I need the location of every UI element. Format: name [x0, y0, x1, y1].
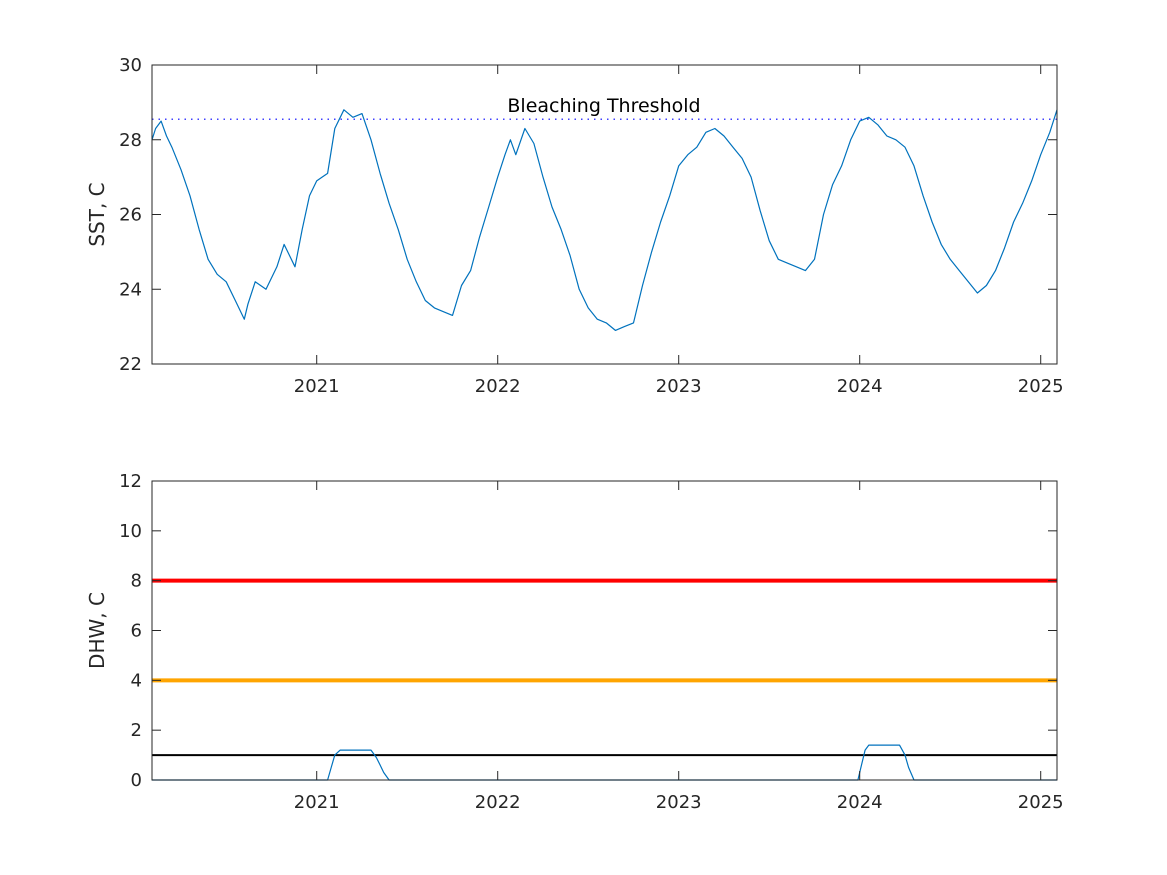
dhw-y-tick-label: 2 [131, 720, 142, 741]
dhw-series-line [152, 744, 1057, 781]
sst-y-axis-label: SST, C [85, 182, 109, 246]
sst-y-tick-label: 28 [119, 130, 142, 151]
dhw-plot-area [152, 481, 1057, 780]
sst-x-tick-label: 2025 [1018, 376, 1064, 397]
dhw-reference-lines-layer [152, 578, 1057, 757]
sst-plot-area [152, 65, 1057, 364]
sst-x-tick-label: 2021 [294, 376, 340, 397]
dhw-y-axis-label: DHW, C [85, 592, 109, 669]
sst-series-layer [151, 109, 1058, 331]
bleaching-threshold-annotation: Bleaching Threshold [507, 95, 700, 117]
sst-series-line [151, 109, 1058, 331]
sst-y-tick-label: 22 [119, 354, 142, 375]
dhw-y-tick-label: 6 [131, 621, 142, 642]
dhw-x-tick-label: 2025 [1018, 792, 1064, 813]
sst-x-tick-label: 2023 [656, 376, 702, 397]
dhw-y-tick-label: 12 [119, 471, 142, 492]
sst-y-tick-label: 26 [119, 205, 142, 226]
sst-axes: 2021 2022 2023 2024 2025 22 24 26 28 30 Bleaching… [85, 55, 1064, 397]
dhw-y-tick-label: 4 [131, 670, 142, 691]
dhw-x-tick-label: 2023 [656, 792, 702, 813]
sst-y-tick-label: 30 [119, 55, 142, 76]
sst-x-tick-label: 2024 [837, 376, 883, 397]
sst-x-tick-label: 2022 [475, 376, 521, 397]
sst-ticks: 2021 2022 2023 2024 2025 22 24 26 28 30 [119, 55, 1064, 397]
dhw-series-layer [152, 744, 1057, 781]
dhw-x-tick-label: 2021 [294, 792, 340, 813]
dhw-y-tick-label: 0 [131, 770, 142, 791]
dhw-y-tick-label: 10 [119, 521, 142, 542]
dhw-y-tick-label: 8 [131, 571, 142, 592]
dhw-x-tick-label: 2022 [475, 792, 521, 813]
dhw-x-tick-label: 2024 [837, 792, 883, 813]
dhw-ticks: 2021 2022 2023 2024 2025 0 2 4 6 8 10 12 [119, 471, 1064, 813]
dhw-axes: 2021 2022 2023 2024 2025 0 2 4 6 8 10 12 DHW, C [85, 471, 1064, 813]
sst-y-tick-label: 24 [119, 279, 142, 300]
